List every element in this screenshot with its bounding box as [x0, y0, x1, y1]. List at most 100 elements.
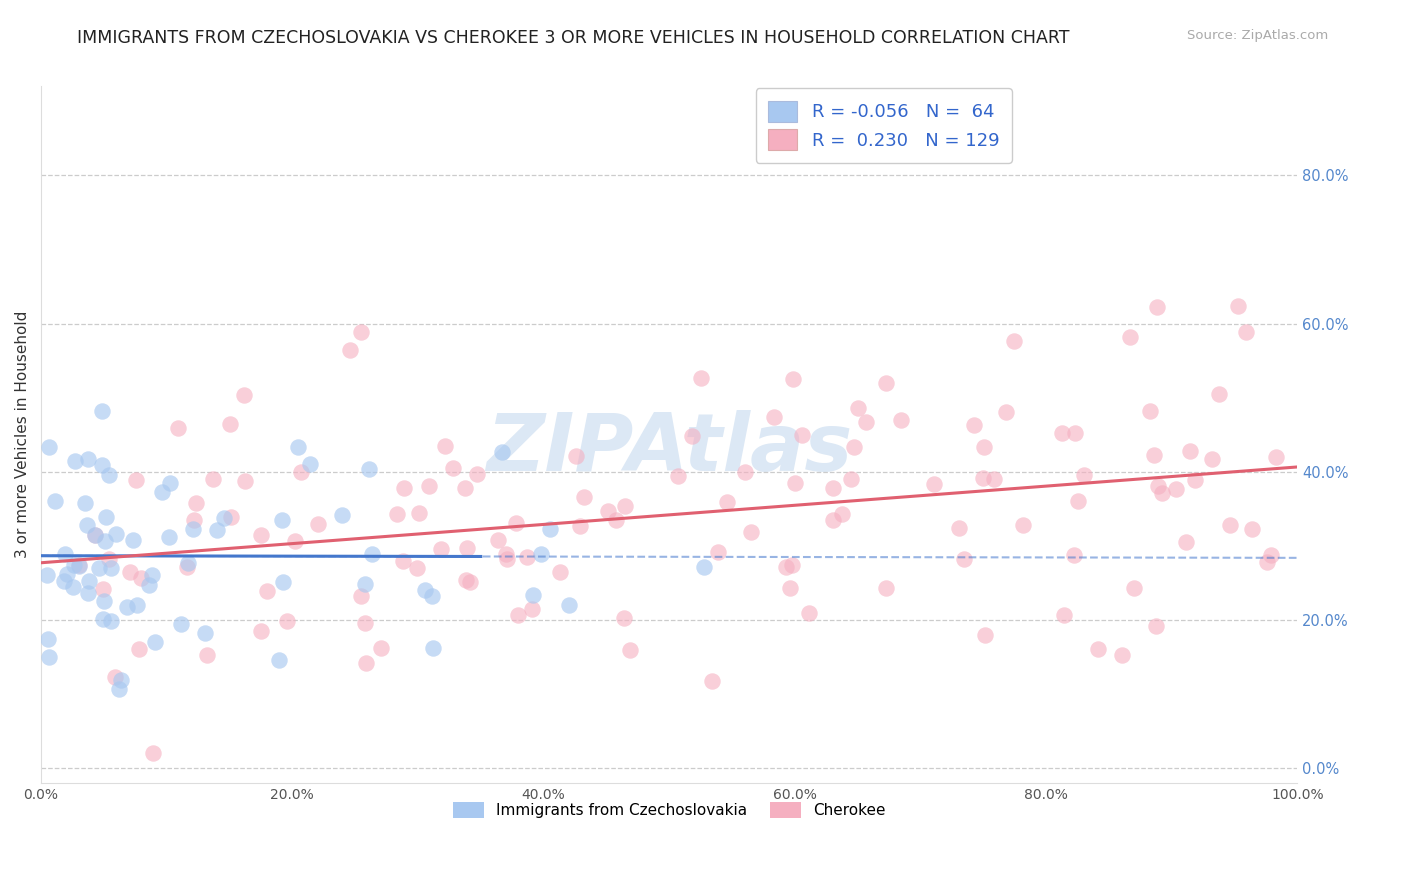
Point	[159, 475, 181, 490]
Point	[1139, 404, 1161, 418]
Point	[167, 421, 190, 435]
Point	[169, 616, 191, 631]
Point	[972, 471, 994, 485]
Point	[1152, 486, 1174, 500]
Point	[73, 496, 96, 510]
Point	[1164, 483, 1187, 497]
Point	[356, 656, 378, 670]
Point	[1219, 518, 1241, 533]
Point	[138, 578, 160, 592]
Point	[186, 496, 208, 510]
Point	[716, 495, 738, 509]
Point	[183, 513, 205, 527]
Point	[530, 548, 553, 562]
Point	[548, 566, 571, 580]
Point	[1118, 330, 1140, 344]
Point	[702, 674, 724, 689]
Point	[693, 560, 716, 574]
Point	[65, 454, 87, 468]
Point	[219, 417, 242, 431]
Point	[422, 640, 444, 655]
Point	[83, 528, 105, 542]
Point	[37, 568, 59, 582]
Point	[127, 598, 149, 612]
Point	[1180, 444, 1202, 458]
Point	[1073, 468, 1095, 483]
Point	[1144, 619, 1167, 633]
Point	[353, 576, 375, 591]
Point	[91, 582, 114, 596]
Point	[67, 558, 90, 572]
Point	[145, 634, 167, 648]
Point	[370, 640, 392, 655]
Point	[100, 614, 122, 628]
Point	[785, 475, 807, 490]
Point	[953, 551, 976, 566]
Point	[103, 670, 125, 684]
Point	[1260, 548, 1282, 562]
Point	[232, 388, 254, 402]
Point	[349, 590, 371, 604]
Point	[948, 521, 970, 535]
Point	[202, 472, 225, 486]
Point	[740, 525, 762, 540]
Point	[1256, 555, 1278, 569]
Point	[458, 575, 481, 590]
Point	[875, 581, 897, 595]
Point	[392, 554, 415, 568]
Point	[269, 653, 291, 667]
Point	[456, 541, 478, 556]
Point	[44, 494, 66, 508]
Point	[1226, 300, 1249, 314]
Point	[605, 513, 627, 527]
Point	[37, 632, 59, 647]
Point	[690, 370, 713, 384]
Point	[454, 481, 477, 495]
Point	[1002, 334, 1025, 348]
Point	[1241, 522, 1264, 536]
Point	[441, 461, 464, 475]
Point	[408, 506, 430, 520]
Point	[433, 438, 456, 452]
Point	[779, 581, 801, 595]
Point	[963, 418, 986, 433]
Point	[465, 467, 488, 481]
Point	[842, 440, 865, 454]
Point	[974, 627, 997, 641]
Point	[1123, 581, 1146, 595]
Point	[1067, 494, 1090, 508]
Point	[250, 624, 273, 639]
Point	[797, 607, 820, 621]
Point	[90, 458, 112, 473]
Point	[332, 508, 354, 523]
Text: ZIPAtlas: ZIPAtlas	[486, 409, 852, 488]
Point	[454, 573, 477, 587]
Point	[98, 552, 121, 566]
Point	[131, 571, 153, 585]
Point	[307, 516, 329, 531]
Point	[613, 611, 636, 625]
Point	[1208, 387, 1230, 401]
Point	[120, 566, 142, 580]
Legend: Immigrants from Czechoslovakia, Cherokee: Immigrants from Czechoslovakia, Cherokee	[447, 796, 891, 824]
Point	[538, 522, 561, 536]
Point	[922, 476, 945, 491]
Point	[385, 507, 408, 521]
Point	[84, 527, 107, 541]
Point	[572, 490, 595, 504]
Point	[681, 429, 703, 443]
Point	[350, 325, 373, 339]
Point	[405, 561, 427, 575]
Point	[1142, 448, 1164, 462]
Point	[875, 376, 897, 390]
Point	[1064, 425, 1087, 440]
Point	[848, 401, 870, 415]
Point	[1087, 642, 1109, 657]
Point	[233, 475, 256, 489]
Point	[53, 574, 76, 588]
Point	[93, 594, 115, 608]
Point	[104, 526, 127, 541]
Point	[558, 598, 581, 612]
Point	[219, 510, 242, 524]
Point	[855, 415, 877, 429]
